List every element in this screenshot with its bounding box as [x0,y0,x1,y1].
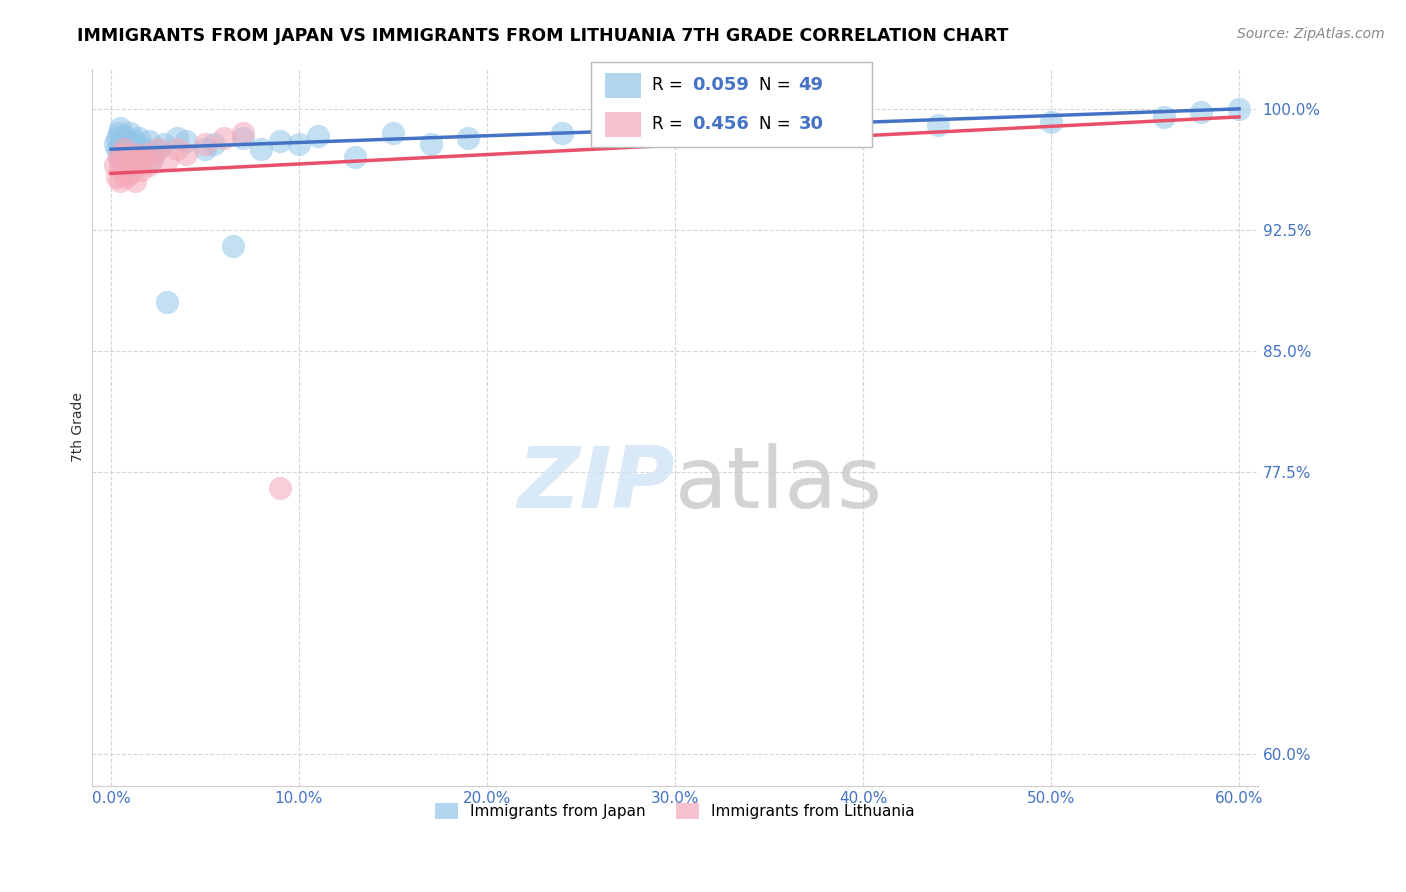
Text: N =: N = [759,115,796,133]
Point [118,166,141,180]
Bar [605,112,641,137]
Point [110,174,132,188]
Point [118,150,141,164]
Point [104,158,127,172]
Legend: Immigrants from Japan, Immigrants from Lithuania: Immigrants from Japan, Immigrants from L… [429,797,921,825]
Point [166,131,188,145]
Text: R =: R = [652,77,689,95]
Point [288,137,311,152]
Point [134,142,156,156]
Point [141,150,163,164]
Point [141,153,163,168]
Point [111,147,134,161]
Point [132,153,155,168]
Point [927,118,949,132]
Point [107,126,129,140]
Point [250,142,273,156]
Y-axis label: 7th Grade: 7th Grade [72,392,86,462]
Point [212,131,235,145]
Point [111,134,134,148]
Text: IMMIGRANTS FROM JAPAN VS IMMIGRANTS FROM LITHUANIA 7TH GRADE CORRELATION CHART: IMMIGRANTS FROM JAPAN VS IMMIGRANTS FROM… [77,27,1008,45]
Point [1227,102,1250,116]
Point [128,150,150,164]
Point [107,150,129,164]
Point [110,121,132,136]
Point [152,137,174,152]
Text: ZIP: ZIP [517,443,675,526]
Point [232,126,254,140]
Text: 0.456: 0.456 [692,115,748,133]
Point [110,137,132,152]
Point [127,153,149,168]
Point [344,150,367,164]
Point [127,142,149,156]
Point [107,150,129,164]
Point [232,131,254,145]
Point [112,129,135,144]
Point [112,142,135,156]
Point [117,134,139,148]
Point [551,126,574,140]
Text: R =: R = [652,115,689,133]
Point [1153,110,1175,124]
Point [105,169,128,184]
Point [138,134,160,148]
Point [307,129,329,144]
Point [115,169,138,184]
Point [118,142,141,156]
Point [104,137,127,152]
Point [129,163,152,178]
Point [129,150,152,164]
Point [222,239,245,253]
Point [1191,105,1213,120]
FancyBboxPatch shape [591,62,872,147]
Point [146,142,169,156]
Text: Source: ZipAtlas.com: Source: ZipAtlas.com [1237,27,1385,41]
Text: 49: 49 [799,77,824,95]
Point [110,158,132,172]
Point [124,134,146,148]
Bar [605,72,641,98]
Point [202,137,225,152]
Point [419,137,441,152]
Point [128,131,150,145]
Point [194,137,217,152]
Point [121,147,143,161]
Point [174,134,197,148]
Point [174,147,197,161]
Point [269,481,291,495]
Point [138,158,160,172]
Point [111,147,134,161]
Point [105,131,128,145]
Point [269,134,291,148]
Point [664,121,686,136]
Point [115,150,138,164]
Point [117,158,139,172]
Point [124,174,146,188]
Point [1040,115,1063,129]
Point [112,142,135,156]
Point [457,131,479,145]
Point [146,142,169,156]
Point [122,158,145,172]
Point [122,147,145,161]
Point [121,137,143,152]
Point [156,295,179,310]
Text: 0.059: 0.059 [692,77,748,95]
Point [118,126,141,140]
Point [105,142,128,156]
Point [776,126,799,140]
Point [382,126,405,140]
Point [166,142,188,156]
Point [156,153,179,168]
Text: 30: 30 [799,115,824,133]
Text: atlas: atlas [675,443,883,526]
Point [112,166,135,180]
Text: N =: N = [759,77,796,95]
Point [194,142,217,156]
Point [134,147,156,161]
